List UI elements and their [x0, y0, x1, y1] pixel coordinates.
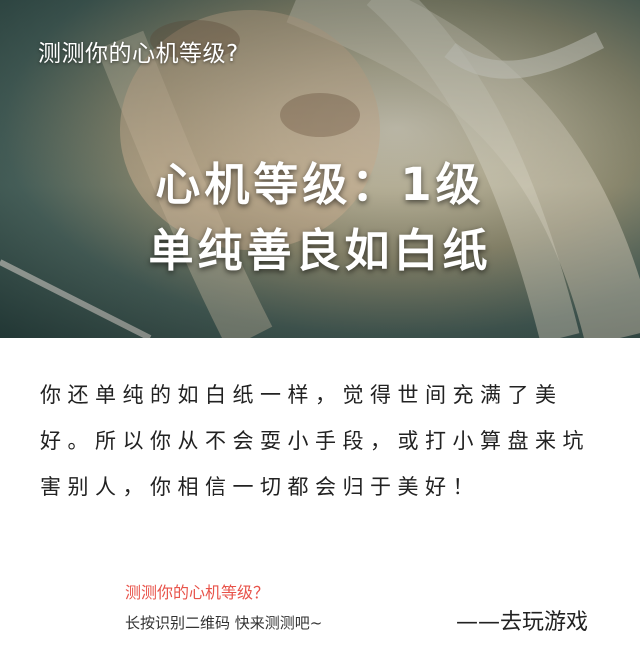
anime-girl-illustration — [0, 0, 640, 338]
quiz-question-title: 测测你的心机等级? — [38, 41, 239, 67]
footer-quiz-question: 测测你的心机等级？ — [125, 583, 270, 602]
result-description: 你还单纯的如白纸一样，觉得世间充满了美好。所以你从不会耍小手段，或打小算盘来坑害… — [40, 383, 590, 499]
hero-banner: 测测你的心机等级? 心机等级：1级 单纯善良如白纸 — [0, 0, 640, 338]
hero-overlay — [0, 0, 640, 338]
qr-scan-hint: 长按识别二维码 快来测测吧~ — [125, 614, 323, 632]
result-level-title: 心机等级：1级 — [155, 158, 485, 211]
result-label: 单纯善良如白纸 — [148, 224, 492, 277]
play-game-link[interactable]: ——去玩游戏 — [456, 610, 589, 635]
